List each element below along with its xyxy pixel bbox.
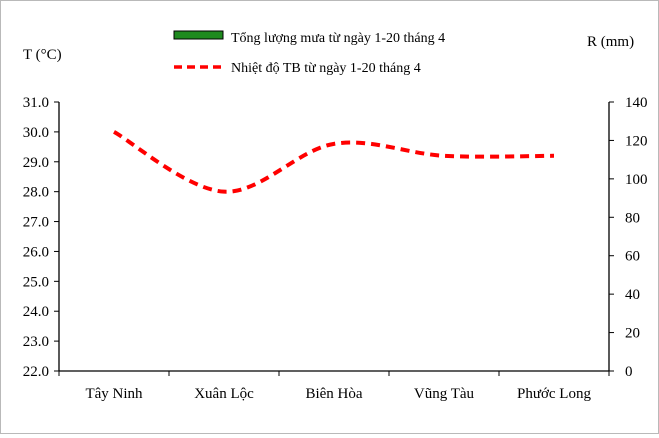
left-tick-label: 28.0 (23, 185, 49, 201)
left-tick-label: 24.0 (23, 304, 49, 320)
left-axis-unit-label: T (°C) (23, 47, 62, 63)
left-tick-label: 30.0 (23, 125, 49, 141)
category-label: Vũng Tàu (414, 386, 475, 402)
right-tick-label: 140 (625, 95, 648, 111)
axes (58, 102, 610, 372)
legend: Tổng lượng mưa từ ngày 1-20 tháng 4 Nhiệ… (173, 30, 445, 76)
left-tick-label: 26.0 (23, 244, 49, 260)
left-tick-label: 25.0 (23, 274, 49, 290)
right-tick-label: 20 (625, 326, 640, 342)
category-label: Xuân Lộc (194, 386, 254, 402)
temperature-line (113, 130, 555, 194)
legend-rain-label: Tổng lượng mưa từ ngày 1-20 tháng 4 (231, 31, 445, 46)
category-label: Biên Hòa (305, 386, 362, 402)
left-tick-label: 22.0 (23, 364, 49, 380)
right-tick-label: 60 (625, 249, 640, 265)
right-axis-ticks: 0 20 40 60 80 100 120 140 (609, 95, 648, 380)
legend-temp-label: Nhiệt độ TB từ ngày 1-20 tháng 4 (231, 61, 421, 76)
left-axis-ticks: 22.0 23.0 24.0 25.0 26.0 27.0 28.0 29.0 30.0 31.0 (23, 95, 59, 380)
category-label: Phước Long (517, 386, 591, 402)
left-tick-label: 27.0 (23, 215, 49, 231)
series-layer (113, 130, 555, 194)
left-tick-label: 23.0 (23, 334, 49, 350)
right-tick-label: 100 (625, 172, 648, 188)
left-tick-label: 29.0 (23, 155, 49, 171)
category-label: Tây Ninh (85, 386, 143, 402)
left-tick-label: 31.0 (23, 95, 49, 111)
right-tick-label: 40 (625, 287, 640, 303)
right-tick-label: 0 (625, 364, 633, 380)
legend-rain-swatch (173, 30, 224, 40)
right-tick-label: 80 (625, 210, 640, 226)
category-labels: Tây Ninh Xuân Lộc Biên Hòa Vũng Tàu Phước Lo… (58, 371, 610, 402)
right-axis-unit-label: R (mm) (587, 34, 634, 50)
right-tick-label: 120 (625, 133, 648, 149)
